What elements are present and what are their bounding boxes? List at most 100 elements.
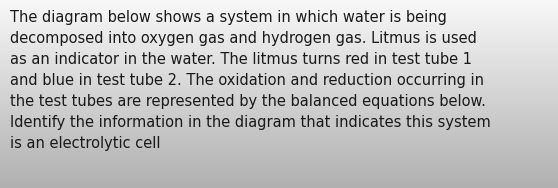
Bar: [0, 132, 558, 133]
Bar: [0, 65, 558, 66]
Bar: [0, 58, 558, 59]
Bar: [0, 64, 558, 65]
Bar: [0, 122, 558, 124]
Bar: [0, 44, 558, 45]
Bar: [0, 25, 558, 26]
Bar: [0, 53, 558, 54]
Bar: [0, 184, 558, 186]
Bar: [0, 21, 558, 22]
Bar: [0, 147, 558, 149]
Bar: [0, 14, 558, 15]
Bar: [0, 118, 558, 119]
Bar: [0, 49, 558, 50]
Text: the test tubes are represented by the balanced equations below.: the test tubes are represented by the ba…: [10, 94, 486, 109]
Bar: [0, 85, 558, 86]
Bar: [0, 122, 558, 123]
Bar: [0, 138, 558, 139]
Bar: [0, 119, 558, 120]
Bar: [0, 99, 558, 100]
Bar: [0, 29, 558, 30]
Bar: [0, 60, 558, 61]
Bar: [0, 12, 558, 13]
Bar: [0, 185, 558, 186]
Bar: [0, 134, 558, 135]
Bar: [0, 48, 558, 49]
Bar: [0, 23, 558, 24]
Bar: [0, 146, 558, 147]
Bar: [0, 83, 558, 84]
Bar: [0, 63, 558, 64]
Bar: [0, 139, 558, 140]
Bar: [0, 18, 558, 19]
Bar: [0, 95, 558, 96]
Bar: [0, 150, 558, 151]
Bar: [0, 15, 558, 16]
Bar: [0, 114, 558, 115]
Bar: [0, 42, 558, 43]
Bar: [0, 87, 558, 88]
Bar: [0, 5, 558, 6]
Bar: [0, 89, 558, 90]
Bar: [0, 65, 558, 66]
Bar: [0, 77, 558, 78]
Bar: [0, 48, 558, 49]
Bar: [0, 117, 558, 118]
Bar: [0, 177, 558, 178]
Bar: [0, 67, 558, 68]
Bar: [0, 155, 558, 156]
Bar: [0, 186, 558, 187]
Bar: [0, 1, 558, 2]
Bar: [0, 134, 558, 135]
Bar: [0, 17, 558, 18]
Bar: [0, 121, 558, 122]
Bar: [0, 59, 558, 60]
Bar: [0, 86, 558, 87]
Bar: [0, 37, 558, 38]
Bar: [0, 69, 558, 70]
Bar: [0, 140, 558, 141]
Bar: [0, 20, 558, 21]
Bar: [0, 71, 558, 72]
Bar: [0, 5, 558, 6]
Bar: [0, 50, 558, 51]
Bar: [0, 130, 558, 131]
Bar: [0, 152, 558, 153]
Bar: [0, 181, 558, 182]
Bar: [0, 97, 558, 98]
Bar: [0, 66, 558, 67]
Bar: [0, 61, 558, 62]
Bar: [0, 168, 558, 169]
Bar: [0, 144, 558, 145]
Bar: [0, 117, 558, 118]
Bar: [0, 154, 558, 155]
Bar: [0, 132, 558, 133]
Bar: [0, 171, 558, 172]
Bar: [0, 57, 558, 58]
Text: is an electrolytic cell: is an electrolytic cell: [10, 136, 161, 151]
Bar: [0, 25, 558, 26]
Bar: [0, 4, 558, 5]
Bar: [0, 79, 558, 80]
Bar: [0, 160, 558, 161]
Bar: [0, 128, 558, 129]
Bar: [0, 143, 558, 144]
Bar: [0, 179, 558, 180]
Bar: [0, 40, 558, 41]
Bar: [0, 144, 558, 145]
Bar: [0, 161, 558, 162]
Bar: [0, 81, 558, 82]
Bar: [0, 46, 558, 48]
Bar: [0, 35, 558, 36]
Bar: [0, 124, 558, 125]
Bar: [0, 159, 558, 160]
Bar: [0, 102, 558, 103]
Bar: [0, 94, 558, 95]
Bar: [0, 3, 558, 4]
Text: as an indicator in the water. The litmus turns red in test tube 1: as an indicator in the water. The litmus…: [10, 52, 472, 67]
Bar: [0, 171, 558, 172]
Bar: [0, 129, 558, 130]
Bar: [0, 176, 558, 177]
Bar: [0, 154, 558, 155]
Bar: [0, 87, 558, 88]
Bar: [0, 142, 558, 143]
